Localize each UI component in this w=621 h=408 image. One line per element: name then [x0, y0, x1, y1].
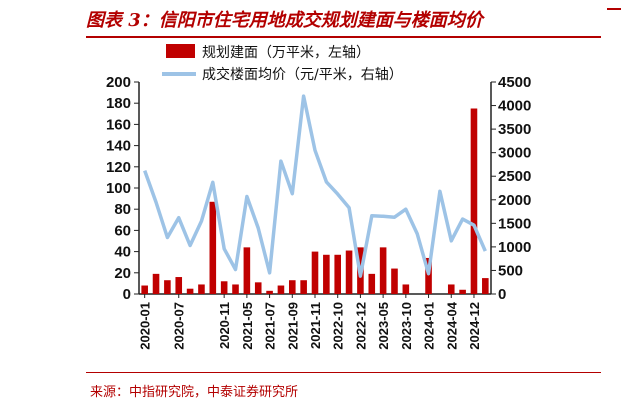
bar-mark	[391, 268, 398, 294]
bar-mark	[447, 284, 455, 294]
y-right-tick-label: 2500	[498, 168, 531, 185]
y-right-tick-label: 1000	[498, 239, 531, 256]
y-right-tick-label: 3500	[498, 121, 531, 138]
y-left-tick-label: 160	[106, 116, 131, 133]
y-left-tick-label: 140	[106, 138, 131, 155]
legend: 规划建面（万平米，左轴） 成交楼面均价（元/平米，右轴）	[162, 44, 403, 83]
bar-mark	[277, 285, 285, 294]
bar-mark	[141, 285, 148, 294]
bar-mark	[232, 284, 239, 294]
bar-mark	[311, 251, 319, 294]
y-right-tick-label: 1500	[498, 215, 531, 232]
y-right-tick-label: 0	[498, 286, 506, 303]
x-tick-label: 2020-11	[217, 302, 232, 349]
x-tick-label: 2023-05	[376, 302, 391, 350]
y-left-tick-label: 180	[106, 95, 131, 112]
y-left-tick-label: 200	[106, 74, 131, 91]
y-right-tick-label: 4000	[498, 98, 531, 115]
y-right-tick-label: 4500	[498, 74, 531, 91]
bar-mark	[164, 280, 171, 294]
x-tick-label: 2020-01	[138, 302, 153, 350]
x-axis-ticks: 2020-01 2020-07 2020-11 2021-05 2021-07 2021-…	[138, 294, 482, 350]
bar-mark	[470, 108, 478, 294]
bar-mark	[266, 290, 273, 294]
y-left-tick-label: 40	[114, 244, 131, 261]
line-series	[143, 94, 487, 278]
x-tick-label: 2024-04	[444, 301, 459, 349]
y-left-tick-label: 20	[114, 265, 131, 282]
bar-mark	[368, 273, 376, 294]
x-tick-label: 2020-07	[172, 302, 187, 350]
title-divider	[86, 36, 601, 38]
y-axis-right-ticks: 0 500 1000 1500 2000 2500 3000 3500 4000 4500	[491, 74, 531, 303]
bar-mark	[209, 201, 217, 294]
bar-mark	[220, 281, 228, 294]
bar-mark	[334, 254, 342, 294]
x-tick-label: 2022-10	[331, 302, 346, 350]
bar-mark	[379, 247, 387, 294]
y-left-tick-label: 120	[106, 159, 131, 176]
legend-line-label: 成交楼面均价（元/平米，右轴）	[202, 66, 403, 83]
y-axis-left-ticks: 0 20 40 60 80 100 120 140 160 180 200	[106, 74, 139, 303]
source-divider	[86, 372, 601, 373]
bar-mark	[482, 278, 489, 294]
legend-bar-swatch	[166, 44, 195, 58]
bar-mark	[254, 282, 262, 294]
chart-title: 图表 3：信阳市住宅用地成交规划建面与楼面均价	[86, 10, 483, 31]
bar-mark	[198, 284, 205, 294]
y-right-tick-label: 2000	[498, 192, 531, 209]
bar-mark	[288, 280, 296, 294]
y-left-tick-label: 100	[106, 180, 131, 197]
bar-mark	[186, 288, 194, 294]
x-tick-label: 2021-11	[308, 302, 323, 349]
y-right-tick-label: 3000	[498, 145, 531, 162]
y-left-tick-label: 0	[123, 286, 131, 303]
y-left-tick-label: 80	[114, 201, 131, 218]
y-left-tick-label: 60	[114, 222, 131, 239]
bar-series	[141, 108, 489, 294]
x-tick-label: 2021-07	[263, 302, 278, 350]
y-right-tick-label: 500	[498, 262, 523, 279]
source-note: 来源：中指研究院，中泰证券研究所	[90, 385, 299, 400]
bar-mark	[175, 277, 183, 294]
x-tick-label: 2021-05	[240, 302, 255, 350]
bar-mark	[300, 280, 307, 294]
x-tick-label: 2024-12	[467, 302, 482, 350]
adjacent-panel-divider	[607, 8, 621, 10]
bar-mark	[243, 247, 251, 294]
price-series-line	[143, 94, 487, 278]
x-tick-label: 2024-01	[422, 302, 437, 350]
bar-mark	[345, 250, 353, 294]
legend-bar-label: 规划建面（万平米，左轴）	[202, 45, 370, 61]
x-tick-label: 2022-12	[353, 302, 368, 350]
bar-mark	[402, 284, 410, 294]
x-tick-label: 2021-09	[285, 302, 300, 350]
bar-mark	[425, 257, 432, 294]
x-tick-label: 2023-10	[399, 302, 414, 350]
bar-mark	[323, 254, 330, 294]
bar-mark	[152, 273, 160, 294]
bar-mark	[459, 289, 466, 294]
